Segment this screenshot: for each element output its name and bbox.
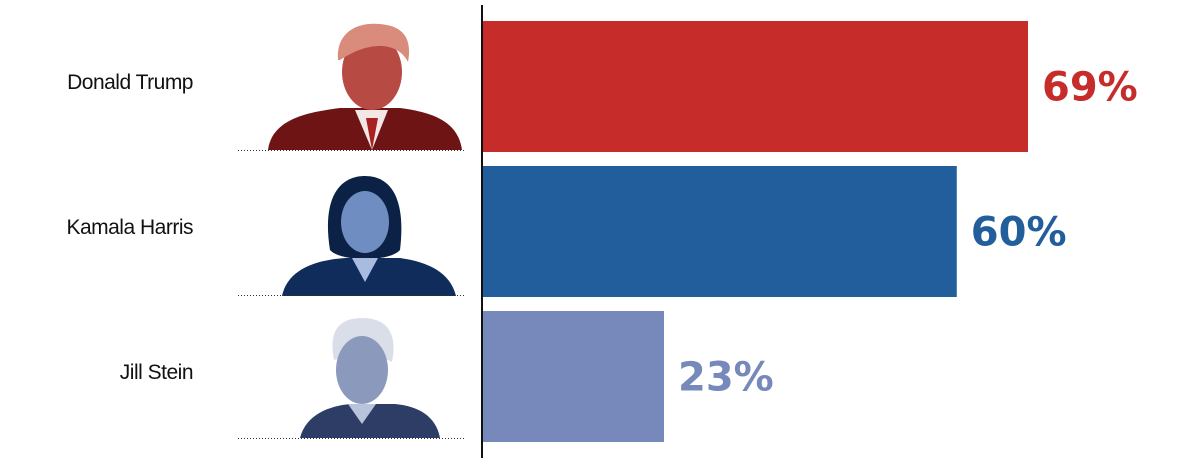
category-label: Donald Trump xyxy=(67,71,193,94)
bar xyxy=(482,21,1028,152)
bar xyxy=(482,166,957,297)
portrait xyxy=(282,176,456,296)
bar xyxy=(482,311,664,442)
category-label: Kamala Harris xyxy=(66,216,193,239)
category-label: Jill Stein xyxy=(120,361,193,384)
value-label: 69% xyxy=(1042,65,1138,111)
portraits xyxy=(268,23,462,438)
value-label: 60% xyxy=(971,210,1067,256)
row-dividers xyxy=(238,150,465,439)
portrait xyxy=(300,318,440,438)
portrait xyxy=(268,23,462,150)
value-label: 23% xyxy=(678,355,774,401)
